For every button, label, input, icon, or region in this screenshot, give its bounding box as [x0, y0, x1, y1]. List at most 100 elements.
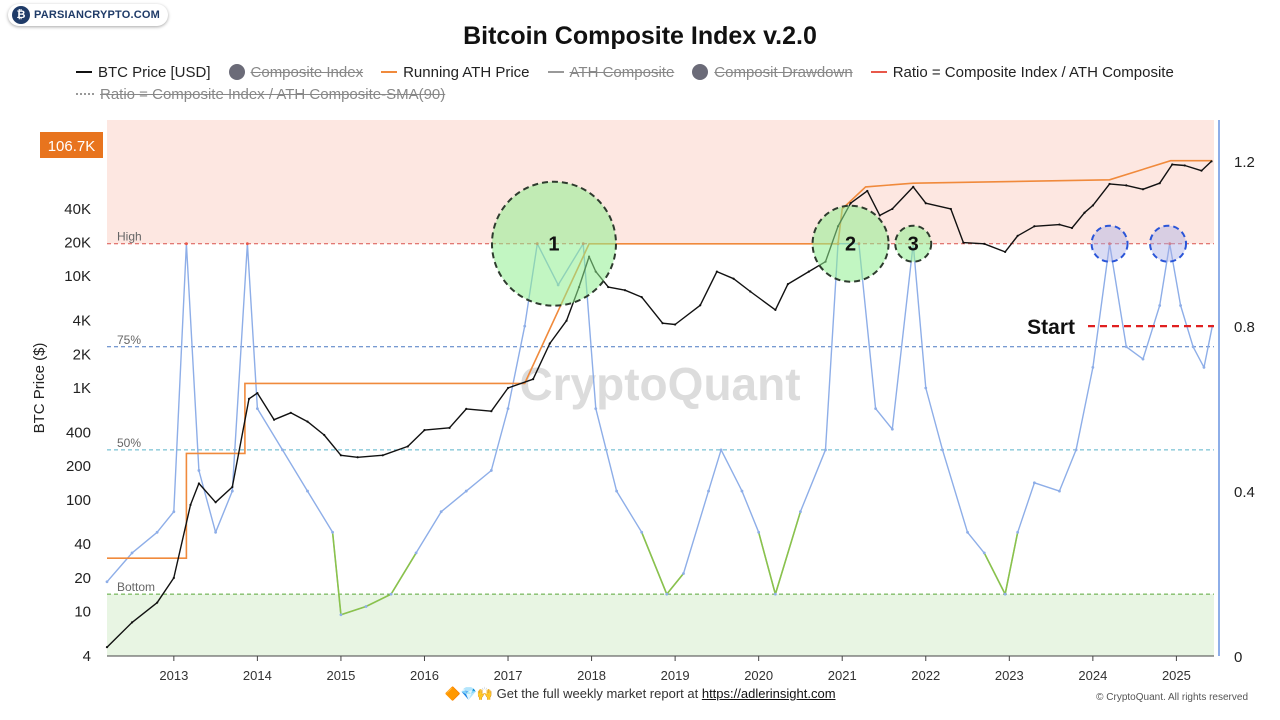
btc-price-point: [289, 411, 292, 414]
legend-item[interactable]: Ratio = Composite Index / ATH Composite: [870, 63, 1174, 81]
legend-item[interactable]: ATH Composite: [547, 63, 675, 81]
legend-label: ATH Composite: [569, 63, 675, 81]
legend-item[interactable]: Running ATH Price: [381, 63, 530, 81]
ratio-point: [389, 592, 393, 596]
btc-price-point: [849, 202, 852, 205]
btc-price-point: [423, 429, 426, 432]
ratio-point: [506, 407, 510, 411]
legend-swatch-icon: [692, 64, 709, 80]
annotation-label: 3: [908, 234, 919, 256]
btc-price-point: [924, 202, 927, 205]
btc-price-point: [1210, 160, 1213, 163]
ratio-point: [214, 530, 218, 534]
ratio-point: [1003, 592, 1007, 596]
ratio-point: [230, 489, 234, 493]
annotation-circle: [1149, 224, 1188, 263]
legend-item[interactable]: Ratio = Composite Index / ATH Composite-…: [76, 86, 445, 103]
footer-emoji: 🔶💎🙌: [444, 686, 494, 701]
btc-price-point: [197, 482, 201, 485]
legend-item[interactable]: Composite Index: [228, 64, 363, 81]
y-right-tick-label: 0.8: [1234, 319, 1255, 336]
p50-threshold-line-label: 50%: [117, 436, 141, 450]
btc-price-point: [891, 207, 894, 211]
btc-price-point: [1033, 225, 1036, 228]
x-tick-label: 2023: [995, 668, 1024, 683]
ratio-point: [799, 510, 802, 514]
ratio-bottom-segment: [340, 605, 367, 616]
btc-price-point: [949, 207, 952, 211]
btc-price-point: [1091, 204, 1094, 207]
annotation-circle: [490, 180, 617, 307]
btc-price-point: [674, 323, 677, 326]
y-left-tick-label: 4K: [73, 313, 91, 330]
y-left-tick-label: 2K: [73, 346, 91, 363]
x-tick-label: 2020: [744, 668, 773, 683]
ratio-point: [489, 469, 493, 472]
legend-item[interactable]: BTC Price [USD]: [76, 64, 211, 81]
ratio-point: [640, 530, 644, 534]
ratio-point: [1202, 365, 1206, 369]
btc-price-point: [1070, 226, 1074, 230]
ratio-point: [890, 427, 894, 431]
btc-price-point: [607, 285, 610, 289]
ratio-point: [130, 551, 134, 555]
y-right-tick-label: 1.2: [1234, 154, 1255, 171]
annotation-circle: [894, 224, 933, 263]
btc-price-point: [306, 420, 309, 423]
ratio-point: [339, 613, 343, 617]
btc-price-point: [1004, 250, 1007, 254]
ratio-point: [1141, 357, 1145, 361]
btc-price-point: [1108, 182, 1111, 186]
btc-price-point: [1141, 188, 1145, 191]
ratio-point: [306, 489, 309, 493]
btc-price-point: [983, 242, 986, 245]
ratio-point: [1032, 481, 1036, 485]
btc-price-point: [912, 185, 915, 189]
btc-price-point: [130, 621, 134, 624]
btc-price-point: [866, 189, 869, 193]
x-tick-label: 2019: [661, 668, 690, 683]
ratio-point: [245, 242, 249, 246]
ratio-bottom-segment: [365, 593, 392, 608]
y-left-tick-label: 20: [74, 570, 91, 587]
legend-label: Ratio = Composite Index / ATH Composite: [892, 63, 1174, 81]
annotation-label: 2: [845, 234, 856, 256]
ratio-series-line: [106, 243, 1213, 616]
ratio-bottom-segment: [640, 532, 668, 595]
ratio-bottom-segment: [1004, 532, 1019, 595]
ratio-bottom-segment: [774, 511, 802, 595]
btc-price-point: [640, 296, 643, 299]
ratio-point: [982, 551, 986, 555]
btc-price-point: [1058, 223, 1061, 226]
logo-text: PARSIANCRYPTO.COM: [34, 9, 161, 21]
ratio-point: [281, 448, 284, 452]
y-left-tick-label: 40K: [64, 201, 91, 218]
btc-price-point: [406, 445, 409, 448]
y-left-tick-label: 200: [66, 458, 91, 475]
legend-item[interactable]: Composit Drawdown: [692, 64, 853, 81]
ratio-point: [707, 489, 710, 493]
ratio-bottom-segment: [331, 532, 342, 615]
ratio-point: [1091, 365, 1095, 369]
x-tick-label: 2022: [911, 668, 940, 683]
btc-price-point: [189, 503, 192, 506]
p75-threshold-line-label: 75%: [117, 333, 141, 347]
footer-text: Get the full weekly market report at: [496, 686, 702, 701]
btc-price-point: [623, 289, 627, 292]
y-left-tick-label: 4: [83, 648, 91, 665]
ratio-point: [255, 407, 259, 411]
annotation-label: 1: [548, 234, 559, 256]
legend-label: Ratio = Composite Index / ATH Composite-…: [100, 85, 446, 103]
bottom-zone-band: [107, 594, 1214, 656]
footer-link[interactable]: https://adlerinsight.com: [701, 686, 836, 701]
btc-price-point: [732, 277, 735, 280]
site-logo: ₿ PARSIANCRYPTO.COM: [8, 4, 169, 26]
legend-label: Running ATH Price: [403, 63, 530, 81]
ratio-point: [1108, 242, 1111, 246]
ratio-point: [464, 489, 468, 493]
y-right-tick-label: 0.4: [1234, 484, 1255, 501]
legend-swatch-icon: [547, 71, 564, 73]
btc-price-point: [1171, 163, 1174, 166]
logo-mark-icon: ₿: [12, 6, 30, 24]
ratio-point: [966, 530, 969, 534]
